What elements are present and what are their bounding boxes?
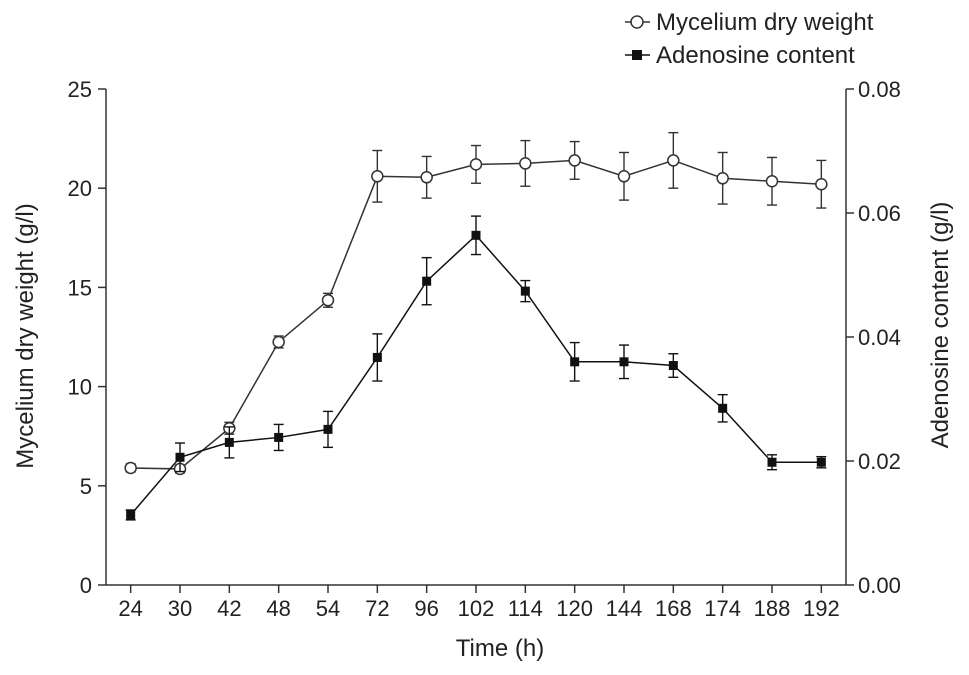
y-left-tick-label: 20 — [68, 176, 92, 201]
data-point — [469, 158, 483, 171]
data-point — [568, 154, 581, 167]
axes: 0 5 10 15 20 25 0.00 0.02 0.04 0.06 0.08 24 30 42 48 54… — [68, 77, 901, 621]
x-tick-label: 102 — [458, 596, 495, 621]
y-left-tick-label: 5 — [80, 474, 92, 499]
y-right-tick-label: 0.04 — [858, 325, 901, 350]
y-right-tick-label: 0.08 — [858, 77, 901, 102]
data-point — [765, 175, 779, 188]
data-point — [617, 170, 631, 183]
legend: Mycelium dry weight Adenosine content — [625, 9, 874, 69]
legend-label-mycelium: Mycelium dry weight — [656, 9, 874, 36]
data-point — [422, 276, 432, 286]
data-point — [272, 335, 285, 349]
data-point — [668, 361, 678, 371]
data-point — [321, 294, 335, 307]
data-point — [371, 170, 384, 183]
y-left-tick-label: 0 — [80, 573, 92, 598]
data-point — [274, 432, 284, 442]
data-point — [519, 157, 532, 170]
y-left-tick-label: 10 — [68, 375, 92, 400]
series-layer — [124, 131, 828, 521]
data-point — [124, 461, 137, 475]
data-point — [372, 352, 382, 362]
data-point — [716, 172, 729, 185]
data-point — [420, 171, 433, 184]
x-tick-label: 188 — [754, 596, 791, 621]
y-right-axis-title: Adenosine content (g/l) — [927, 202, 954, 449]
y-left-tick-label: 15 — [68, 275, 92, 300]
data-point — [767, 457, 777, 467]
series-line — [130, 234, 822, 516]
data-point — [667, 154, 680, 167]
x-axis-title: Time (h) — [456, 635, 544, 662]
x-tick-label: 144 — [606, 596, 643, 621]
x-tick-label: 96 — [414, 596, 438, 621]
x-tick-label: 48 — [266, 596, 290, 621]
y-right-tick-label: 0.02 — [858, 449, 901, 474]
series-adenosine — [125, 215, 827, 521]
data-point — [718, 403, 728, 413]
legend-item-mycelium: Mycelium dry weight — [625, 9, 874, 36]
x-tick-label: 174 — [704, 596, 741, 621]
x-tick-label: 114 — [508, 596, 543, 621]
data-point — [126, 510, 136, 520]
series-mycelium — [124, 131, 828, 476]
y-right-tick-label: 0.00 — [858, 573, 901, 598]
legend-label-adenosine: Adenosine content — [656, 42, 855, 69]
data-point — [520, 286, 530, 296]
data-point — [471, 230, 481, 240]
y-left-tick-label: 25 — [68, 77, 92, 102]
data-point — [570, 357, 580, 367]
x-tick-label: 24 — [118, 596, 142, 621]
data-point — [815, 177, 828, 191]
y-right-tick-label: 0.06 — [858, 201, 901, 226]
data-point — [323, 424, 333, 434]
legend-square-marker — [632, 50, 642, 60]
legend-circle-marker — [630, 15, 644, 29]
data-point — [816, 457, 826, 467]
x-tick-label: 72 — [365, 596, 389, 621]
x-tick-label: 168 — [655, 596, 692, 621]
y-left-axis-title: Mycelium dry weight (g/l) — [12, 203, 39, 468]
x-tick-label: 30 — [168, 596, 192, 621]
data-point — [175, 452, 185, 462]
x-tick-label: 42 — [217, 596, 241, 621]
data-point — [619, 357, 629, 367]
x-tick-label: 192 — [803, 596, 840, 621]
legend-item-adenosine: Adenosine content — [625, 42, 855, 69]
x-tick-label: 54 — [316, 596, 340, 621]
x-tick-label: 120 — [556, 596, 593, 621]
data-point — [224, 437, 234, 447]
